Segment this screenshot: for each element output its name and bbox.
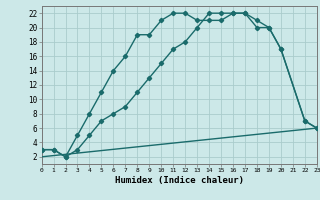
- X-axis label: Humidex (Indice chaleur): Humidex (Indice chaleur): [115, 176, 244, 185]
